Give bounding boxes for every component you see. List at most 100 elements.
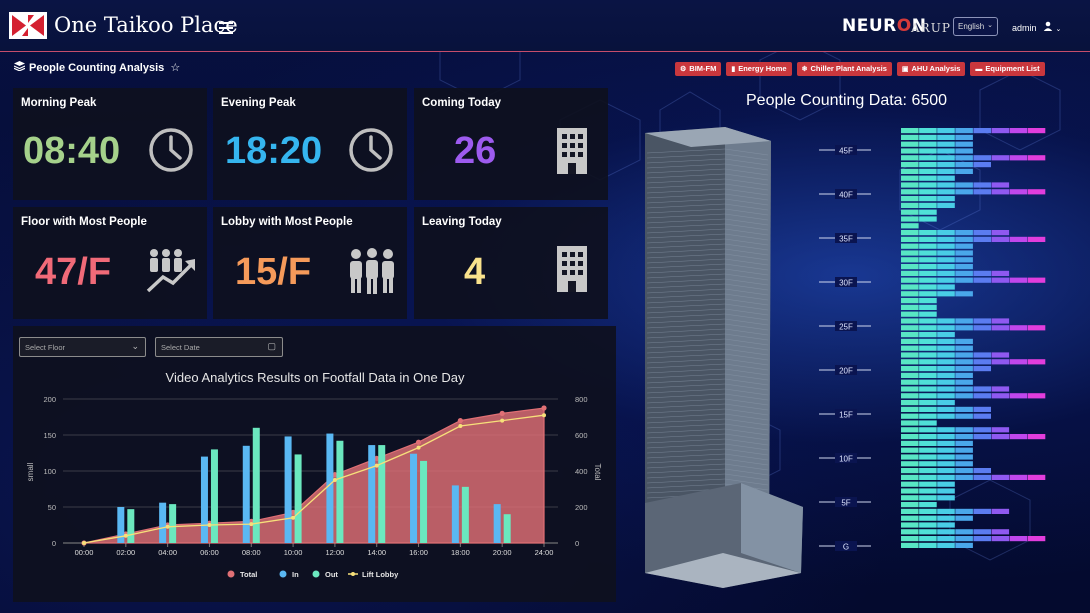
floor-occupancy-bar (1027, 536, 1046, 542)
floor-occupancy-bar (1027, 325, 1046, 331)
floor-occupancy-bar (901, 128, 919, 134)
floor-occupancy-bar (991, 128, 1010, 134)
total-point (541, 405, 547, 411)
floor-occupancy-bar (937, 508, 955, 514)
floor-occupancy-bar (1027, 434, 1046, 440)
date-picker[interactable]: Select Date ▢ (155, 337, 283, 357)
floor-occupancy-bar (937, 162, 955, 168)
floor-label-bg (835, 409, 857, 419)
floor-occupancy-bar (901, 270, 919, 276)
bar-in (410, 453, 418, 543)
hamburger-menu-icon[interactable] (219, 22, 233, 34)
user-menu[interactable]: admin ⌄ (1012, 21, 1061, 33)
floor-occupancy-bar (973, 325, 991, 331)
floor-occupancy-bar (919, 270, 937, 276)
floor-occupancy-bar (919, 216, 937, 222)
floor-occupancy-bar (1027, 393, 1046, 399)
floor-label: G (843, 543, 849, 552)
floor-occupancy-bar (919, 393, 937, 399)
floor-occupancy-bar (991, 230, 1010, 236)
floor-occupancy-bar (973, 386, 991, 392)
floor-occupancy-bar (955, 338, 973, 344)
floor-label-bg (835, 497, 857, 507)
fan-icon: ▣ (901, 66, 909, 73)
floor-occupancy-bar (919, 372, 937, 378)
floor-occupancy-bar (919, 182, 937, 188)
floor-occupancy-bar (1009, 474, 1028, 480)
nav-energy-home-button[interactable]: ▮ Energy Home (726, 62, 792, 76)
floor-occupancy-bar (937, 352, 955, 358)
floor-occupancy-bar (901, 386, 919, 392)
floor-occupancy-bar (991, 474, 1010, 480)
floor-occupancy-bar (955, 257, 973, 263)
floor-label: 20F (839, 367, 853, 376)
x-tick-label: 06:00 (200, 548, 219, 557)
y-tick-label: 150 (43, 431, 56, 440)
floor-occupancy-bar (973, 406, 991, 412)
floor-occupancy-bar (955, 515, 973, 521)
language-select[interactable]: English ⌄ (953, 17, 998, 36)
favorite-star-icon[interactable]: ☆ (170, 62, 181, 74)
floor-occupancy-bar (901, 148, 919, 154)
floor-occupancy-bar (955, 168, 973, 174)
x-tick-label: 00:00 (75, 548, 94, 557)
floor-occupancy-bar (919, 257, 937, 263)
floor-occupancy-bar (937, 128, 955, 134)
floor-occupancy-bar (973, 352, 991, 358)
folder-icon: ▬ (975, 66, 983, 73)
floor-label: 40F (839, 191, 853, 200)
lift-lobby-point (374, 463, 379, 468)
floor-label-bg (835, 541, 857, 551)
floor-occupancy-bar (919, 325, 937, 331)
floor-occupancy-bar (973, 359, 991, 365)
chevron-down-icon: ⌄ (131, 341, 139, 351)
floor-occupancy-bar (901, 508, 919, 514)
floor-occupancy-bar (937, 481, 955, 487)
floor-occupancy-bar (919, 420, 937, 426)
legend-marker (279, 570, 287, 578)
y-tick-label: 0 (52, 539, 56, 548)
floor-label-bg (835, 145, 857, 155)
floor-occupancy-bar (901, 345, 919, 351)
floor-occupancy-bar (901, 304, 919, 310)
floor-label: 35F (839, 235, 853, 244)
bar-out (503, 514, 511, 543)
building-visualization: 45F 40F 35F 30F 25F 20F 15F 10F 5F G (631, 83, 1088, 597)
floor-occupancy-bar (901, 468, 919, 474)
floor-occupancy-bar (919, 400, 937, 406)
floor-occupancy-bar (1027, 189, 1046, 195)
floor-occupancy-bar (919, 202, 937, 208)
floor-select[interactable]: Select Floor ⌄ (19, 337, 146, 357)
total-point (499, 410, 505, 416)
floor-occupancy-bar (937, 440, 955, 446)
floor-label-bg (835, 277, 857, 287)
floor-occupancy-bar (937, 495, 955, 501)
floor-occupancy-bar (955, 155, 973, 161)
floor-occupancy-bar (937, 413, 955, 419)
bar-out (210, 449, 218, 543)
card-label: Leaving Today (422, 216, 502, 228)
floor-occupancy-bar (901, 440, 919, 446)
floor-occupancy-bar (901, 250, 919, 256)
floor-occupancy-bar (919, 250, 937, 256)
floor-occupancy-bar (919, 468, 937, 474)
y2-tick-label: 0 (575, 539, 579, 548)
floor-occupancy-bar (955, 393, 973, 399)
bar-out (294, 454, 302, 543)
lift-lobby-point (416, 445, 421, 450)
floor-occupancy-bar (991, 508, 1010, 514)
lift-lobby-point (165, 524, 170, 529)
floor-occupancy-bar (937, 379, 955, 385)
floor-occupancy-bar (937, 359, 955, 365)
nav-bim-fm-button[interactable]: ⚙ BIM-FM (675, 62, 722, 76)
nav-equipment-list-button[interactable]: ▬ Equipment List (970, 62, 1045, 76)
floor-occupancy-bar (919, 155, 937, 161)
floor-occupancy-bar (937, 202, 955, 208)
floor-occupancy-bar (937, 270, 955, 276)
x-tick-label: 10:00 (284, 548, 303, 557)
total-point (374, 455, 380, 461)
floor-occupancy-bar (955, 413, 973, 419)
floor-occupancy-bar (937, 454, 955, 460)
nav-ahu-analysis-button[interactable]: ▣ AHU Analysis (896, 62, 966, 76)
nav-chiller-plant-button[interactable]: ❄ Chiller Plant Analysis (796, 62, 892, 76)
